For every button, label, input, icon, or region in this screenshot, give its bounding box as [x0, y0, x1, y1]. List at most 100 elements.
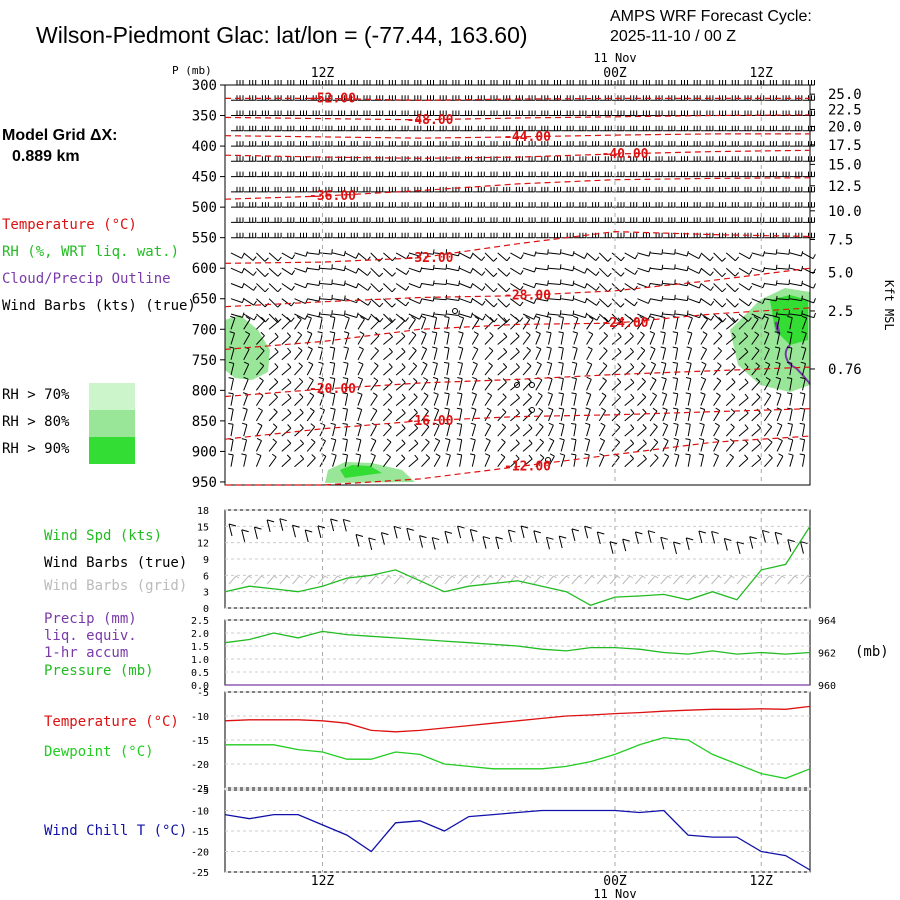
precip-panel-tick-label: 0.0: [191, 681, 209, 692]
windchill-panel-tick-label: -25: [191, 868, 209, 879]
wind-barb: [485, 202, 498, 208]
precip-panel-tick-label: 0.5: [191, 668, 209, 679]
pressure-tick-label: 500: [192, 200, 217, 216]
wind-barb: [700, 316, 709, 330]
wind-barb: [484, 407, 492, 422]
wind-panel-tick-label: 18: [197, 506, 209, 517]
wind-barb: [725, 438, 735, 452]
wind-barb: [510, 110, 523, 116]
wind-barb: [421, 454, 431, 468]
wind-barb: [357, 252, 371, 261]
wind-barb: [357, 283, 372, 291]
wind-barb: [624, 408, 635, 422]
wind-barb: [650, 186, 663, 193]
wind-barb: [471, 361, 478, 376]
wind-barb: [446, 202, 460, 208]
wind-barb: [357, 376, 364, 391]
wind-barb: [787, 331, 793, 345]
wind-barb: [611, 408, 621, 422]
wind-barb: [777, 217, 790, 223]
wind-barb: [243, 331, 251, 345]
wind-barb: [624, 454, 634, 468]
wind-barb: [586, 376, 592, 391]
wind-barb: [383, 332, 393, 345]
wind-barb: [241, 438, 248, 452]
wind-barb: [497, 317, 508, 330]
wind-barb: [649, 376, 657, 391]
wind-barb: [243, 252, 257, 261]
wind-barb: [231, 217, 244, 223]
pressure-unit-label: (mb): [855, 644, 889, 660]
wind-barb: [789, 280, 803, 287]
wind-barb: [472, 202, 485, 208]
grid-wind-barb: [711, 575, 722, 585]
wind-barb: [231, 156, 244, 162]
wind-barb: [357, 346, 364, 361]
wind-barb: [497, 80, 511, 86]
wind-barb: [789, 217, 803, 223]
wind-barb: [497, 363, 508, 376]
surface-wind-barb: [317, 525, 326, 539]
wind-barb: [573, 80, 587, 86]
wind-barb: [624, 125, 638, 132]
wind-barb: [294, 393, 304, 406]
height-tick-label: 2.5: [828, 304, 853, 320]
wind-barb: [459, 125, 473, 132]
wind-barb: [700, 95, 714, 101]
wind-barb: [751, 362, 760, 376]
wind-barb: [726, 110, 739, 116]
wind-barb: [370, 313, 384, 323]
wind-barb: [586, 298, 600, 306]
wind-barb: [523, 95, 536, 101]
wind-barb: [675, 80, 688, 86]
surface-wind-barb: [584, 525, 592, 539]
grid-wind-barb: [647, 575, 659, 585]
wind-barb: [548, 125, 561, 132]
wind-barb: [269, 95, 282, 101]
wind-barb: [751, 125, 765, 132]
wind-barb: [777, 156, 790, 162]
wind-barb: [713, 332, 723, 345]
wind-barb: [484, 422, 492, 437]
wind-barb: [713, 171, 727, 178]
wind-barb: [713, 267, 726, 278]
wind-panel-tick-label: 9: [203, 555, 209, 566]
wind-barb: [432, 376, 439, 391]
wind-barb: [230, 312, 245, 318]
windchill-panel-tick-label: -15: [191, 827, 209, 838]
wind-barb: [342, 407, 348, 421]
wind-barb: [776, 407, 782, 422]
wind-barb: [497, 95, 511, 101]
wind-barb: [662, 217, 676, 223]
wind-barb: [421, 156, 434, 162]
wind-barb: [256, 252, 269, 262]
wind-barb: [471, 392, 477, 406]
wind-barb: [256, 125, 269, 132]
wind-barb: [672, 316, 679, 330]
wind-barb: [281, 202, 295, 208]
wind-barb: [510, 347, 520, 361]
wind-barb: [764, 186, 777, 193]
pressure-tick-label: 650: [192, 292, 217, 308]
wind-barb: [281, 332, 291, 345]
wind-barb: [599, 95, 612, 101]
wind-barb: [343, 361, 349, 376]
wind-barb: [472, 313, 486, 321]
surface-wind-barb: [253, 526, 262, 540]
wind-barb: [561, 265, 575, 272]
wind-barb: [548, 232, 561, 239]
wind-barb: [649, 392, 658, 406]
wind-barb: [294, 125, 307, 132]
wind-barb: [686, 361, 692, 376]
wind-barb: [268, 393, 278, 406]
wind-barb: [358, 141, 371, 147]
wind-barb: [268, 283, 282, 293]
wind-barb: [228, 438, 234, 452]
wind-barb: [535, 110, 549, 116]
wind-barb: [484, 377, 493, 391]
surface-wind-barb: [393, 525, 402, 539]
wind-barb: [776, 392, 782, 406]
wind-barb: [738, 283, 753, 291]
pressure-tick-label: 800: [192, 383, 217, 399]
wind-barb: [700, 283, 714, 291]
